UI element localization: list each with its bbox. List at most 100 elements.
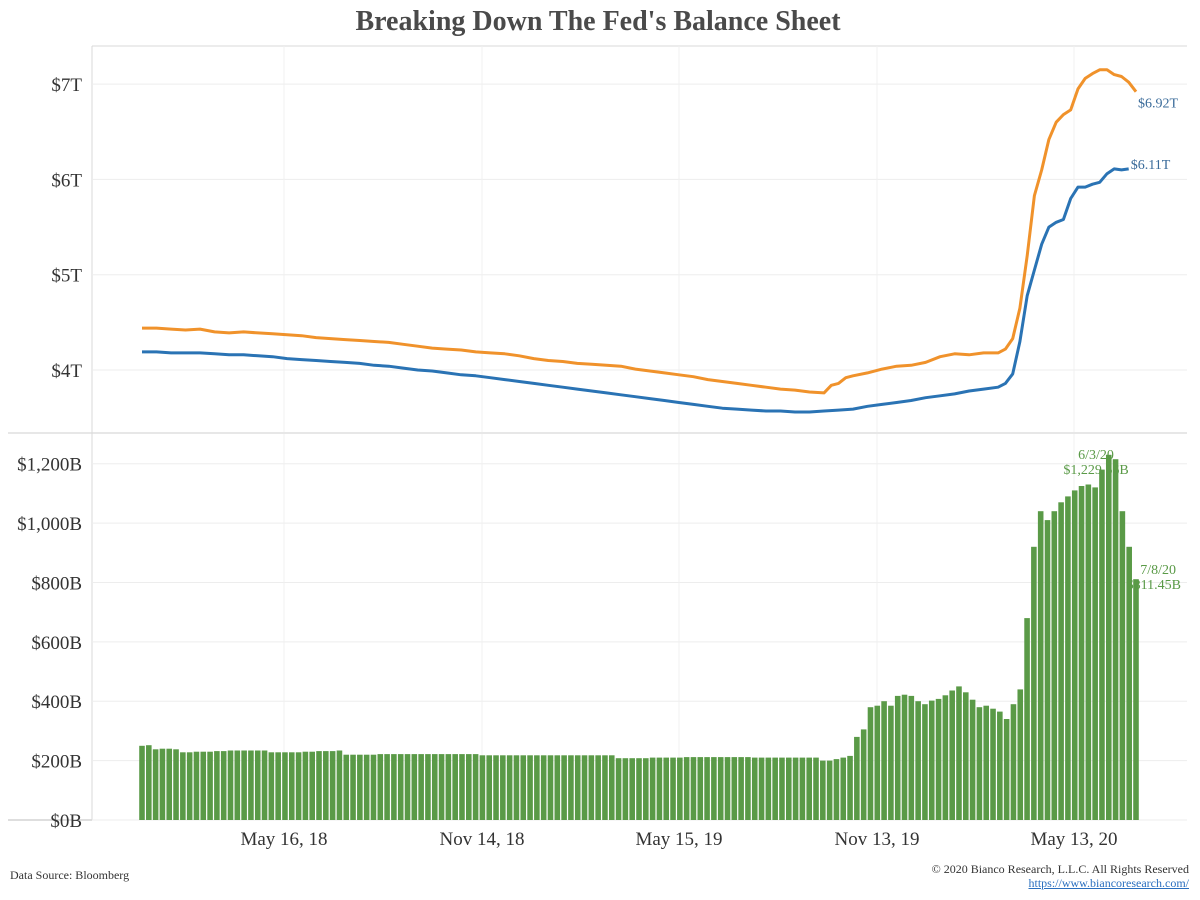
bar	[1003, 719, 1010, 820]
bar	[1105, 454, 1112, 820]
bar	[969, 699, 976, 820]
bar	[506, 755, 513, 820]
bar	[942, 695, 949, 820]
y-tick-label: $7T	[51, 75, 82, 96]
copyright-note: © 2020 Bianco Research, L.L.C. All Right…	[931, 862, 1189, 876]
bar	[254, 750, 261, 820]
bar	[574, 755, 581, 820]
bar	[547, 755, 554, 820]
x-tick-label: May 15, 19	[635, 829, 722, 850]
bar	[629, 758, 635, 820]
latest-value-label: $811.45B	[1127, 578, 1181, 593]
bar	[1065, 496, 1071, 820]
bar	[847, 755, 853, 820]
bar	[602, 755, 608, 820]
bar	[792, 757, 799, 820]
y-tick-label: $1,000B	[17, 514, 82, 535]
bar	[214, 751, 220, 820]
bar	[561, 755, 567, 820]
bar	[820, 760, 826, 820]
bar	[1085, 484, 1092, 820]
bar	[901, 694, 908, 820]
bar	[785, 757, 792, 820]
chart-frame	[8, 45, 1187, 821]
y-tick-label: $200B	[31, 752, 82, 773]
x-tick-label: Nov 13, 19	[835, 829, 920, 850]
bar	[935, 698, 942, 820]
bar	[1099, 469, 1105, 820]
bar	[581, 755, 588, 820]
bar	[724, 757, 731, 820]
bar	[908, 695, 915, 820]
bar	[677, 757, 683, 820]
bar	[268, 752, 275, 820]
bar	[261, 750, 268, 820]
y-tick-label: $0B	[50, 811, 82, 832]
bar	[288, 752, 295, 820]
bar	[690, 757, 697, 820]
bar	[717, 757, 724, 820]
bar	[867, 707, 874, 820]
bar	[1058, 502, 1064, 820]
bar	[615, 758, 622, 820]
bar	[745, 757, 751, 820]
axis-ticks: $4T $5T $6T $7T $0B $200B $400B $600B $800B $1,00…	[17, 75, 1117, 850]
bar	[343, 754, 350, 820]
bar	[1078, 486, 1085, 820]
bar	[186, 752, 193, 820]
bar	[922, 704, 928, 820]
bar	[554, 755, 561, 820]
bar	[928, 700, 935, 820]
bar	[915, 701, 921, 820]
bar	[316, 751, 322, 820]
bar	[854, 736, 860, 820]
bar	[568, 755, 574, 820]
bar	[1010, 704, 1017, 820]
bar	[466, 754, 472, 820]
bar	[1092, 487, 1098, 820]
bar	[309, 751, 315, 820]
bar	[479, 755, 486, 820]
bar	[329, 751, 336, 820]
bar	[656, 757, 663, 820]
bar	[649, 757, 656, 820]
y-tick-label: $800B	[31, 573, 82, 594]
latest-date-label: 7/8/20	[1140, 563, 1176, 578]
bar	[636, 758, 642, 820]
website-link[interactable]: https://www.biancoresearch.com/	[1028, 876, 1189, 890]
line-end-label: $6.11T	[1131, 158, 1171, 173]
total-assets-line	[142, 68, 1138, 395]
securities-line	[142, 167, 1129, 414]
line-panel-grid	[92, 46, 1187, 432]
bar	[534, 755, 540, 820]
bar	[282, 752, 288, 820]
bar	[275, 752, 281, 820]
bar	[1126, 546, 1132, 820]
y-tick-label: $600B	[31, 633, 82, 654]
bar	[704, 757, 710, 820]
bar	[765, 757, 772, 820]
bar	[697, 757, 704, 820]
chart-title: Breaking Down The Fed's Balance Sheet	[355, 6, 841, 37]
bar	[323, 751, 329, 820]
bar	[425, 754, 431, 820]
bar	[1044, 520, 1051, 820]
bar	[1112, 459, 1119, 820]
line-series: $6.92T $6.11T	[142, 68, 1179, 414]
bar	[826, 760, 833, 820]
bar	[779, 757, 785, 820]
peak-date-label: 6/3/20	[1078, 448, 1114, 463]
bar	[152, 749, 159, 820]
bar	[336, 750, 343, 820]
bar	[595, 755, 601, 820]
bar	[438, 754, 445, 820]
bar	[622, 758, 629, 820]
bar	[200, 751, 207, 820]
bar	[751, 757, 758, 820]
bar	[513, 755, 520, 820]
bar	[540, 755, 547, 820]
bar	[207, 751, 213, 820]
x-tick-label: Nov 14, 18	[440, 829, 525, 850]
bar	[173, 749, 179, 820]
bar	[220, 751, 227, 820]
